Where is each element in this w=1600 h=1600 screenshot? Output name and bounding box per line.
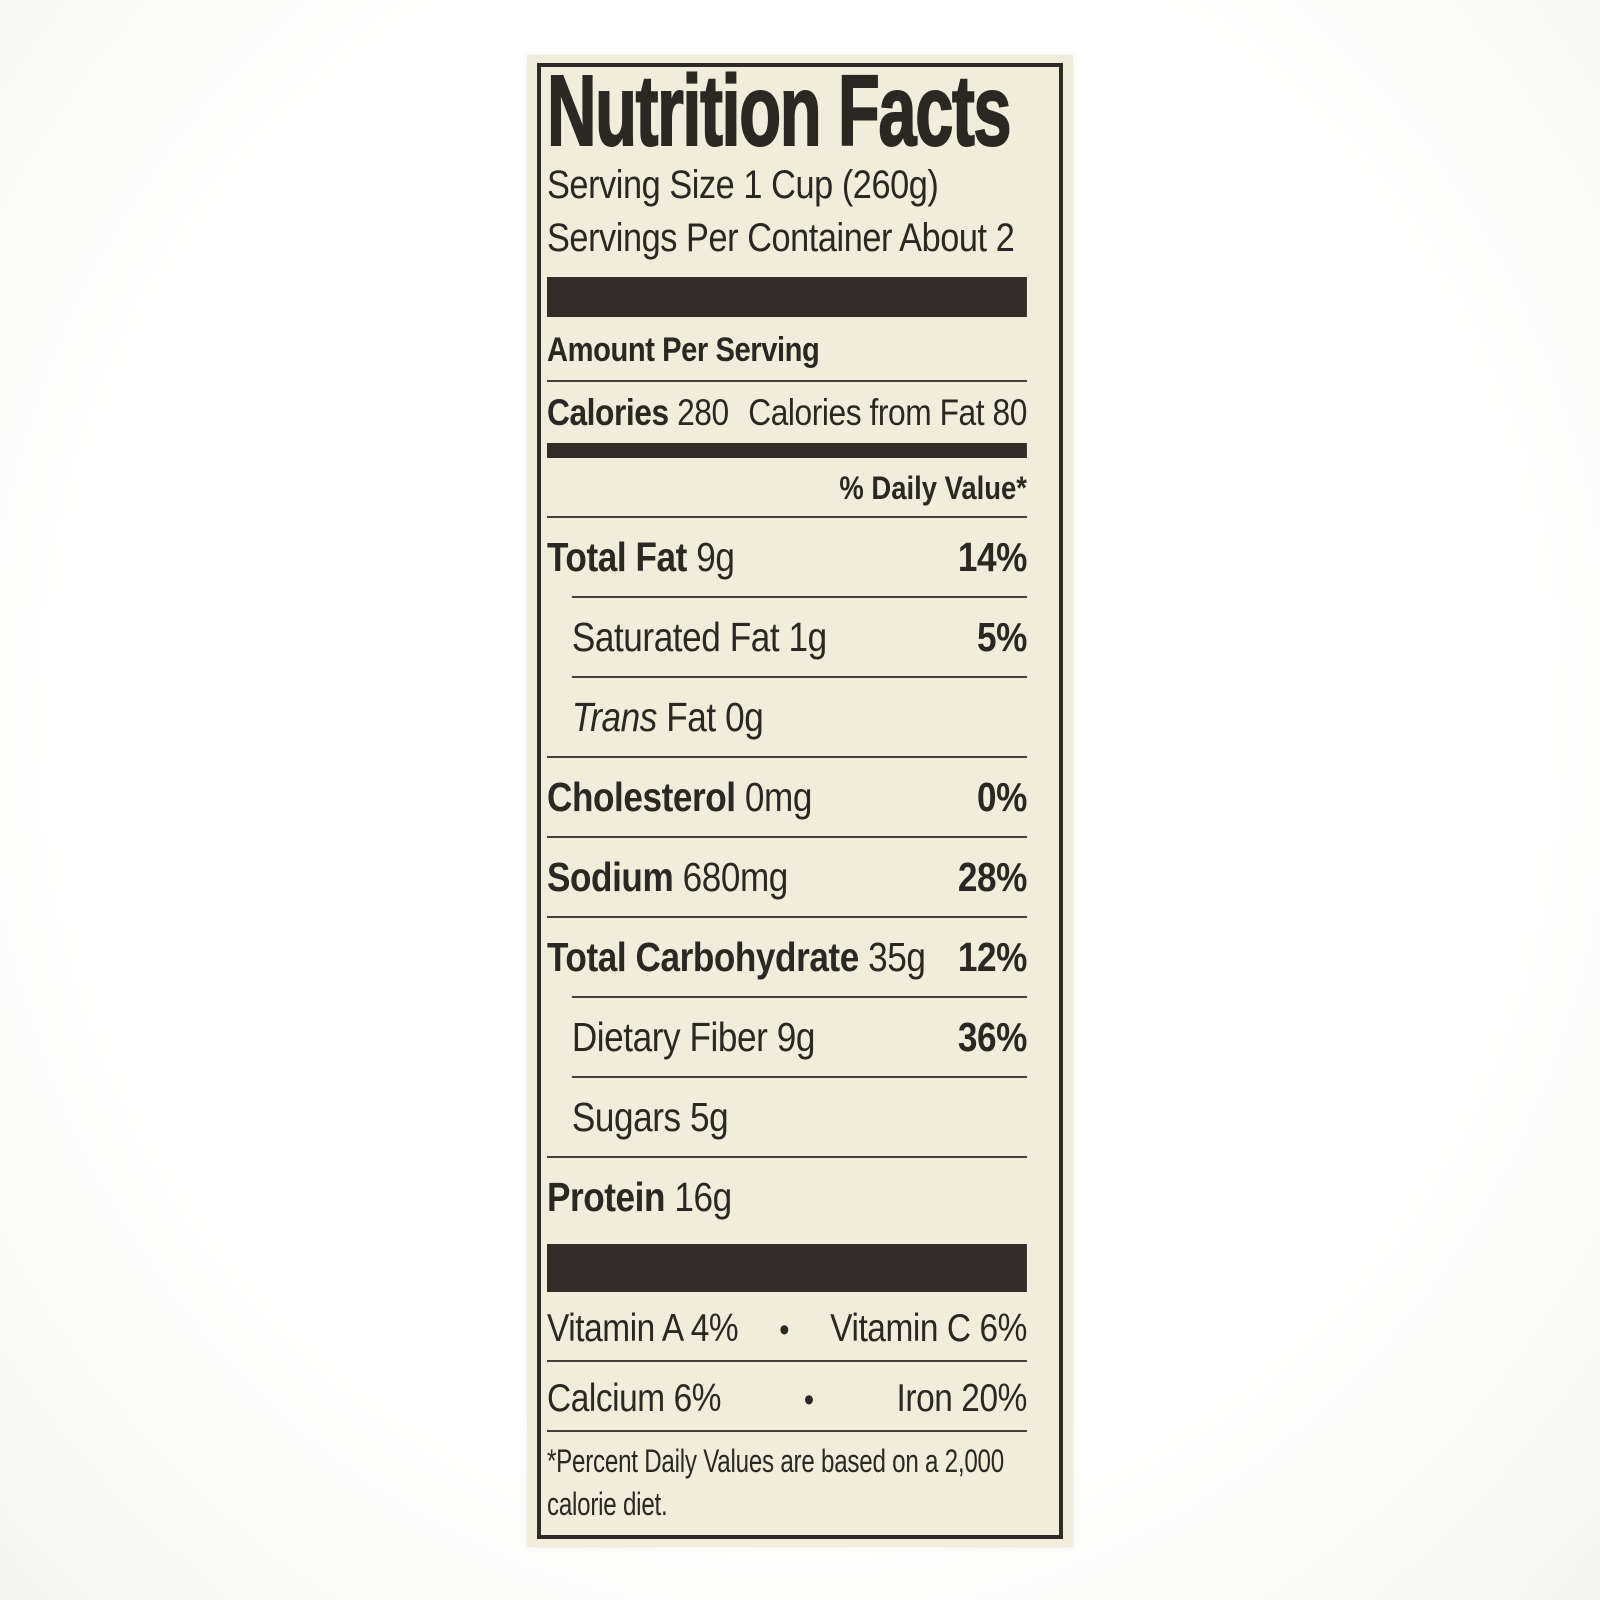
nutrient-text: Saturated Fat 1g [571,613,828,660]
nutrient-name: Sugars [571,1093,681,1140]
footnote-wrap: *Percent Daily Values are based on a 2,0… [547,1440,1027,1525]
nutrient-name: Saturated Fat [571,613,780,660]
calories-from-fat-value: 80 [992,391,1028,433]
nutrient-text: Dietary Fiber 9g [571,1013,816,1060]
nutrient-row-total-carbohydrate: Total Carbohydrate 35g 12% [547,915,1027,996]
nutrition-facts-title: Nutrition Facts [546,55,1027,167]
nutrient-name: Trans [571,693,658,740]
nutrient-text: Cholesterol 0mg [547,773,813,820]
nutrient-amount: 680mg [682,853,789,900]
nutrient-row-saturated-fat: Saturated Fat 1g 5% [571,595,1027,676]
daily-value-footnote: *Percent Daily Values are based on a 2,0… [547,1443,1004,1522]
nutrient-amount: 16g [674,1173,732,1220]
nutrient-daily-value: 5% [976,613,1027,660]
nutrient-amount: 5g [689,1093,729,1140]
calories-from-fat-label: Calories from Fat [748,391,985,433]
nutrient-row-cholesterol: Cholesterol 0mg 0% [547,755,1027,836]
nutrient-row-sodium: Sodium 680mg 28% [547,835,1027,916]
vitamin-a-value: Vitamin A 4% [547,1307,739,1351]
calcium-value: Calcium 6% [547,1377,722,1421]
serving-size-line: Serving Size 1 Cup (260g) [547,163,939,207]
nutrient-name: Cholesterol [547,773,736,820]
calories-label: Calories [547,391,669,433]
bullet-separator: • [779,1311,790,1350]
vitamin-c-value: Vitamin C 6% [830,1307,1027,1351]
nutrient-text: Total Fat 9g [547,533,735,580]
nutrient-amount: 1g [788,613,828,660]
nutrient-row-sugars: Sugars 5g [571,1075,1027,1156]
amount-per-serving-header: Amount Per Serving [547,317,1027,382]
vitamin-row: Vitamin A 4% • Vitamin C 6% [547,1292,1027,1363]
title-text: Nutrition Facts [546,55,1012,167]
nutrient-text: Trans Fat 0g [571,693,764,740]
nutrient-daily-value: 12% [957,933,1027,980]
nutrient-daily-value: 0% [976,773,1027,820]
calories-from-fat-group: Calories from Fat 80 [748,392,1027,434]
label-content: Nutrition Facts Serving Size 1 Cup (260g… [546,55,1028,1525]
nutrient-name: Dietary Fiber [571,1013,768,1060]
calories-divider-bar [547,442,1027,458]
nutrient-amount: Fat 0g [666,693,764,740]
nutrient-row-total-fat: Total Fat 9g 14% [547,518,1027,596]
nutrient-row-dietary-fiber: Dietary Fiber 9g 36% [571,995,1027,1076]
mineral-row: Calcium 6% • Iron 20% [547,1362,1028,1433]
nutrient-name: Total Carbohydrate [547,933,859,980]
bullet-separator: • [803,1381,814,1420]
nutrient-name: Sodium [547,853,674,900]
nutrient-daily-value: 36% [957,1013,1027,1060]
calories-row: Calories 280 Calories from Fat 80 [547,382,1027,443]
section-divider-bar-top [547,276,1027,317]
nutrient-row-trans-fat: Trans Fat 0g [571,675,1027,756]
nutrient-amount: 0mg [744,773,813,820]
nutrient-amount: 35g [868,933,926,980]
daily-value-header: % Daily Value* [547,458,1027,518]
nutrition-label: Nutrition Facts Serving Size 1 Cup (260g… [527,55,1073,1547]
nutrient-text: Total Carbohydrate 35g [547,933,926,980]
calories-value: 280 [677,391,729,433]
nutrient-amount: 9g [776,1013,816,1060]
nutrient-name: Protein [547,1173,666,1220]
servings-per-container-line: Servings Per Container About 2 [547,215,1015,260]
iron-value: Iron 20% [896,1377,1028,1421]
nutrient-daily-value: 14% [957,533,1027,580]
section-divider-bar-bottom [547,1244,1027,1293]
nutrient-text: Sugars 5g [571,1093,729,1140]
label-border [537,63,1063,1539]
nutrient-amount: 9g [696,533,735,580]
nutrient-row-protein: Protein 16g [547,1155,1027,1236]
nutrient-name: Total Fat [547,533,687,580]
calories-value-group: Calories 280 [547,392,729,434]
nutrient-text: Sodium 680mg [547,853,789,900]
nutrient-daily-value: 28% [957,853,1027,900]
nutrient-text: Protein 16g [547,1173,732,1220]
